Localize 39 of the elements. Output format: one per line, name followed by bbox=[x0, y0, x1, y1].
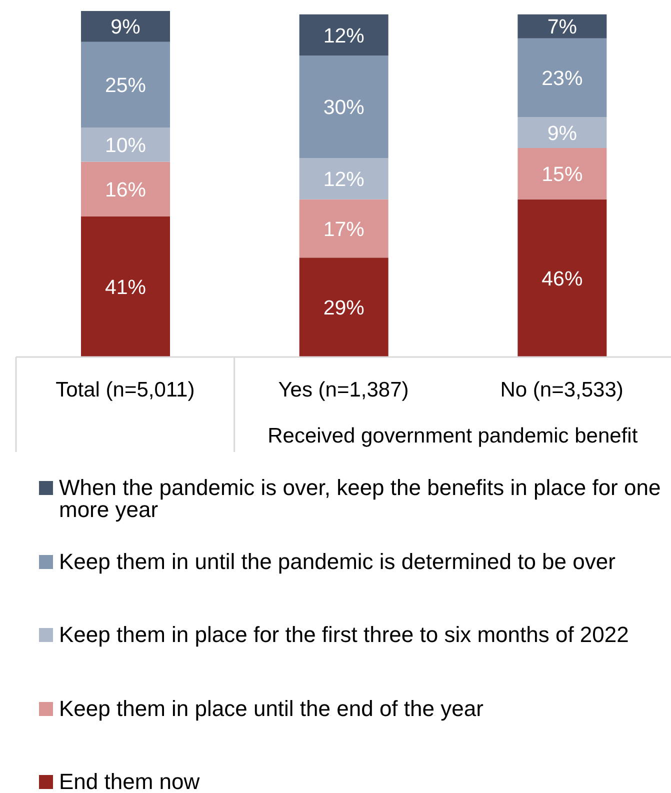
bar bbox=[81, 11, 170, 42]
legend-label: When the pandemic is over, keep the benefits in place for one more year bbox=[59, 475, 662, 522]
legend-label: Keep them in until the pandemic is determined to be over bbox=[59, 548, 616, 574]
data-label: 46% bbox=[542, 267, 583, 290]
bar bbox=[81, 216, 170, 357]
data-label: 29% bbox=[323, 296, 364, 320]
bar bbox=[518, 14, 607, 38]
data-label: 41% bbox=[104, 276, 146, 300]
bar bbox=[518, 148, 607, 200]
data-label: 10% bbox=[104, 134, 146, 157]
bar bbox=[518, 117, 607, 148]
data-label: 16% bbox=[104, 178, 146, 202]
bar bbox=[299, 258, 388, 357]
x-tick-label: No (n=3,533) bbox=[500, 378, 624, 402]
x-tick-label: Total (n=5,011) bbox=[56, 378, 195, 402]
data-label: 12% bbox=[323, 168, 364, 192]
bar bbox=[299, 56, 388, 158]
data-label: 15% bbox=[542, 163, 583, 186]
data-label: 25% bbox=[104, 74, 146, 97]
x-tick-label: Yes (n=1,387) bbox=[278, 378, 409, 402]
bar bbox=[299, 158, 388, 200]
data-label: 17% bbox=[323, 218, 364, 241]
bar bbox=[299, 199, 388, 258]
data-label: 12% bbox=[323, 24, 364, 48]
text: Received government pandemic benefit bbox=[268, 424, 638, 448]
data-label: 9% bbox=[547, 122, 577, 145]
data-label: 30% bbox=[323, 96, 364, 120]
bar bbox=[81, 162, 170, 217]
legend-label: Keep them in place until the end of the year bbox=[59, 696, 484, 720]
bar bbox=[299, 14, 388, 56]
bar bbox=[81, 127, 170, 162]
data-label: 23% bbox=[542, 67, 583, 90]
bar bbox=[518, 38, 607, 118]
legend-label: End them now bbox=[59, 769, 201, 793]
data-label: 9% bbox=[110, 16, 140, 39]
data-label: 7% bbox=[547, 16, 577, 39]
bar bbox=[518, 199, 607, 357]
bar bbox=[81, 42, 170, 128]
legend-label: Keep them in place for the first three to six months of 2022 bbox=[59, 622, 630, 647]
